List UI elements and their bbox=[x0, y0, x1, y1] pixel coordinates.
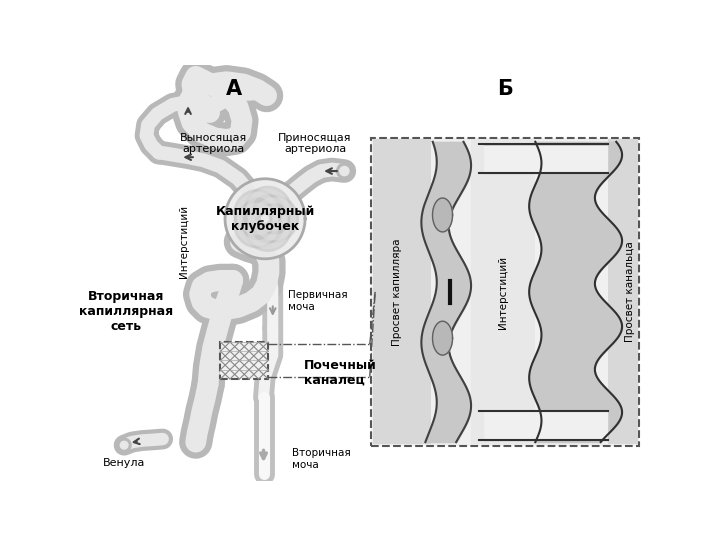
Text: Выносящая
артериола: Выносящая артериола bbox=[180, 132, 247, 154]
FancyBboxPatch shape bbox=[608, 139, 638, 444]
Circle shape bbox=[337, 164, 352, 179]
Text: Приносящая
артериола: Приносящая артериола bbox=[279, 132, 352, 154]
Circle shape bbox=[117, 438, 131, 452]
FancyBboxPatch shape bbox=[472, 139, 535, 444]
Text: Вторичная
моча: Вторичная моча bbox=[292, 448, 351, 470]
FancyBboxPatch shape bbox=[372, 138, 639, 446]
Text: А: А bbox=[226, 79, 243, 99]
Text: Просвет канальца: Просвет канальца bbox=[625, 241, 635, 342]
Text: Просвет капилляра: Просвет капилляра bbox=[392, 238, 402, 346]
Text: Интерстиций: Интерстиций bbox=[179, 205, 189, 279]
Text: Почечный
каналец: Почечный каналец bbox=[304, 359, 377, 387]
Text: Б: Б bbox=[498, 79, 513, 99]
Polygon shape bbox=[225, 179, 305, 259]
Text: Венула: Венула bbox=[103, 457, 145, 468]
FancyBboxPatch shape bbox=[373, 139, 431, 444]
Text: Капиллярный
клубочек: Капиллярный клубочек bbox=[215, 205, 315, 233]
Circle shape bbox=[340, 166, 349, 176]
FancyBboxPatch shape bbox=[220, 342, 268, 379]
Text: Вторичная
капиллярная
сеть: Вторичная капиллярная сеть bbox=[79, 289, 174, 333]
Text: Интерстиций: Интерстиций bbox=[498, 255, 508, 328]
Circle shape bbox=[120, 441, 128, 449]
Text: Первичная
моча: Первичная моча bbox=[288, 291, 348, 312]
Polygon shape bbox=[433, 321, 453, 355]
Polygon shape bbox=[433, 198, 453, 232]
